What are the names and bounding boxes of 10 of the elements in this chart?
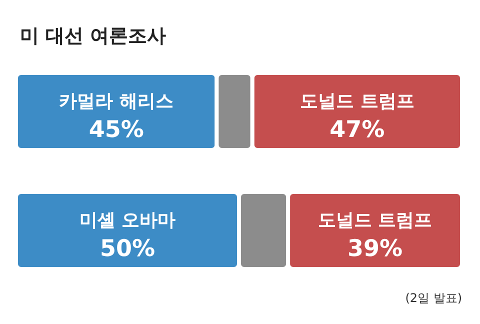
series-label: 도널드 트럼프: [318, 210, 432, 231]
data-label: 47%: [330, 117, 385, 143]
text: (2일 발표): [405, 291, 462, 305]
data-label: 45%: [88, 117, 144, 143]
chart-title: 미 대선 여론조사: [20, 25, 166, 47]
data-label: 39%: [348, 236, 403, 262]
series-label: 도널드 트럼프: [300, 91, 414, 112]
series-label: 미셸 오바마: [79, 210, 176, 231]
data-label: 50%: [100, 236, 156, 262]
series-label: 카멀라 해리스: [59, 91, 174, 112]
